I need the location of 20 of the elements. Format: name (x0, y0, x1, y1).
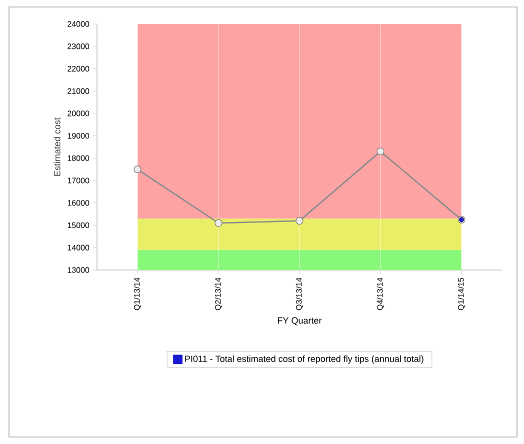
x-axis-title: FY Quarter (278, 317, 322, 326)
y-tick-label: 23000 (68, 44, 90, 50)
legend-label: PI011 - Total estimated cost of reported fly tips (annual total) (185, 355, 424, 364)
y-tick-label: 21000 (68, 88, 90, 94)
y-tick-label: 14000 (68, 244, 90, 250)
x-tick-label: Q3/13/14 (296, 278, 304, 310)
y-tick-label: 16000 (68, 200, 90, 206)
y-axis-title: Estimated cost (54, 118, 60, 176)
y-tick-label: 17000 (68, 178, 90, 184)
y-tick-label: 20000 (68, 110, 90, 116)
y-tick-label: 24000 (68, 21, 90, 27)
y-tick-label: 19000 (68, 132, 90, 139)
y-tick-label: 22000 (68, 66, 90, 72)
x-tick-label: Q2/13/14 (214, 278, 222, 310)
y-tick-label: 15000 (68, 222, 90, 228)
x-tick-label: Q1/14/15 (458, 278, 466, 310)
x-tick-label: Q1/13/14 (134, 278, 142, 310)
y-tick-label: 13000 (68, 267, 90, 273)
x-tick-label: Q4/13/14 (376, 278, 384, 310)
y-tick-label: 18000 (68, 155, 90, 162)
